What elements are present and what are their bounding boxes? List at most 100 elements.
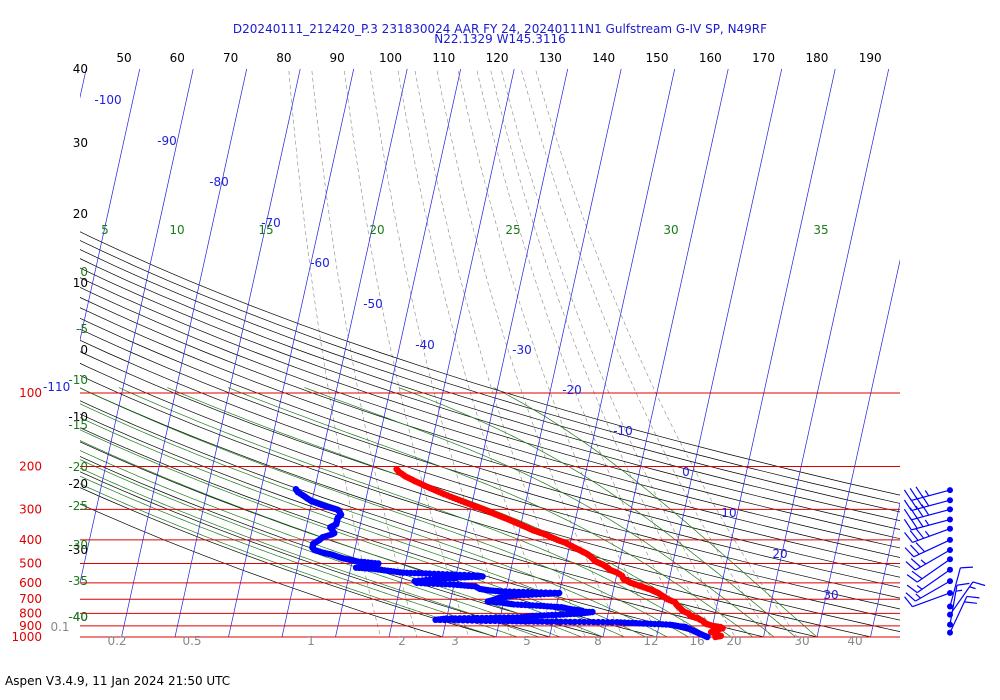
dry-adiabat-line xyxy=(80,317,900,578)
pressure-label: 400 xyxy=(19,533,42,547)
wind-barb-flag xyxy=(906,574,918,583)
dewpoint-point xyxy=(547,589,554,596)
isotherm-label: -30 xyxy=(512,343,532,357)
theta-e-label: 5 xyxy=(101,223,109,237)
mixing-ratio-line xyxy=(457,69,660,637)
isotherm-line xyxy=(0,64,34,642)
wind-barb-flag xyxy=(911,570,923,580)
wind-barb-flag xyxy=(960,566,974,569)
dewpoint-point xyxy=(604,619,611,626)
dewpoint-point xyxy=(581,618,588,626)
isotherm-label: -50 xyxy=(363,297,383,311)
top-axis-tick: 140 xyxy=(592,51,615,65)
wind-barb xyxy=(904,525,953,543)
wind-barb-flag xyxy=(915,515,924,528)
dewpoint-point xyxy=(595,618,602,626)
wind-barb-flag xyxy=(906,584,918,594)
dewpoint-point xyxy=(533,589,540,596)
wind-barb-flag xyxy=(905,592,916,602)
dewpoint-point xyxy=(590,618,597,626)
wind-barb-half-flag xyxy=(969,586,976,590)
left-axis-label: -20 xyxy=(68,477,88,491)
wind-barb-staff xyxy=(916,569,951,594)
dry-adiabat-line xyxy=(80,487,498,637)
wind-barb-flag xyxy=(915,505,924,517)
wind-barb-staff xyxy=(911,518,951,531)
dry-adiabat-line xyxy=(80,351,900,610)
theta-e-label: 20 xyxy=(369,223,384,237)
wind-barb-flag xyxy=(956,582,970,586)
pressure-label: 700 xyxy=(19,592,42,606)
pressure-label: 100 xyxy=(19,386,42,400)
wind-barb-flag xyxy=(915,496,924,508)
left-axis-label: -10 xyxy=(68,410,88,424)
theta-w-label: 0 xyxy=(80,265,88,279)
dry-adiabat-line xyxy=(80,249,900,513)
wind-barb xyxy=(947,582,970,628)
mixing-ratio-label: 2 xyxy=(398,634,406,648)
isotherm-line xyxy=(281,69,408,637)
isotherm-line xyxy=(80,69,141,342)
dewpoint-point xyxy=(571,618,579,626)
grid-layer xyxy=(0,64,900,642)
theta-w-label: -20 xyxy=(68,460,88,474)
theta-w-label: -35 xyxy=(68,574,88,588)
dry-adiabat-line xyxy=(80,339,900,599)
pressure-label: 200 xyxy=(19,459,42,473)
dry-adiabat-line xyxy=(80,387,873,637)
theta-w-label: -15 xyxy=(68,418,88,432)
dewpoint-profile xyxy=(292,486,711,641)
top-axis-tick: 110 xyxy=(432,51,455,65)
top-axis-tick: 80 xyxy=(276,51,291,65)
software-footer: Aspen V3.4.9, 11 Jan 2024 21:50 UTC xyxy=(5,674,231,688)
dry-adiabat-line xyxy=(80,240,900,504)
dewpoint-point xyxy=(496,614,503,621)
isotherm-line xyxy=(656,69,783,637)
dry-adiabat-line xyxy=(80,297,900,558)
wind-barb-flag xyxy=(903,499,912,511)
dewpoint-point xyxy=(524,588,531,596)
isotherm-label: -60 xyxy=(310,256,330,270)
isotherm-line xyxy=(80,69,194,585)
theta-w-label: -10 xyxy=(68,373,88,387)
top-axis-tick: 170 xyxy=(752,51,775,65)
dewpoint-point xyxy=(529,589,536,596)
dewpoint-point xyxy=(502,588,509,595)
isotherm-line xyxy=(121,69,248,637)
top-axis-tick: 130 xyxy=(539,51,562,65)
dry-adiabat-line xyxy=(80,231,900,496)
isotherm-line xyxy=(228,69,355,637)
isotherm-label: -80 xyxy=(209,175,229,189)
chart-title: D20240111_212420_P.3 231830024 AAR FY 24… xyxy=(233,22,767,36)
top-axis-tick: 90 xyxy=(330,51,345,65)
mixing-ratio-line xyxy=(500,69,736,637)
wind-barb-flag xyxy=(921,495,930,507)
theta-w-label: -5 xyxy=(76,322,88,336)
theta-e-label: 35 xyxy=(813,223,828,237)
pressure-label: 1000 xyxy=(11,630,42,644)
dry-adiabat-line xyxy=(80,413,766,637)
isotherm-line xyxy=(388,69,515,637)
dry-adiabat-line xyxy=(80,471,552,637)
dewpoint-point xyxy=(478,614,486,622)
mixing-ratio-label: 5 xyxy=(523,634,531,648)
wind-barb-half-flag xyxy=(955,589,963,592)
wind-barb-staff xyxy=(912,528,951,543)
dewpoint-point xyxy=(456,615,463,622)
mixing-ratio-line xyxy=(520,69,772,637)
wind-barb-flag xyxy=(905,561,916,571)
mixing-ratio-line xyxy=(414,69,586,637)
moist-adiabat-line xyxy=(80,387,689,637)
wind-barb-half-flag xyxy=(924,519,930,526)
wind-barb-flag xyxy=(910,558,921,568)
mixing-ratio-line xyxy=(476,69,693,637)
wind-barb xyxy=(903,504,953,521)
wind-barb-staff xyxy=(949,585,958,625)
dewpoint-point xyxy=(447,615,455,622)
dewpoint-point xyxy=(613,619,621,626)
top-axis-tick: 180 xyxy=(805,51,828,65)
moist-adiabat-line xyxy=(493,387,818,637)
dry-adiabat-line xyxy=(80,362,900,621)
